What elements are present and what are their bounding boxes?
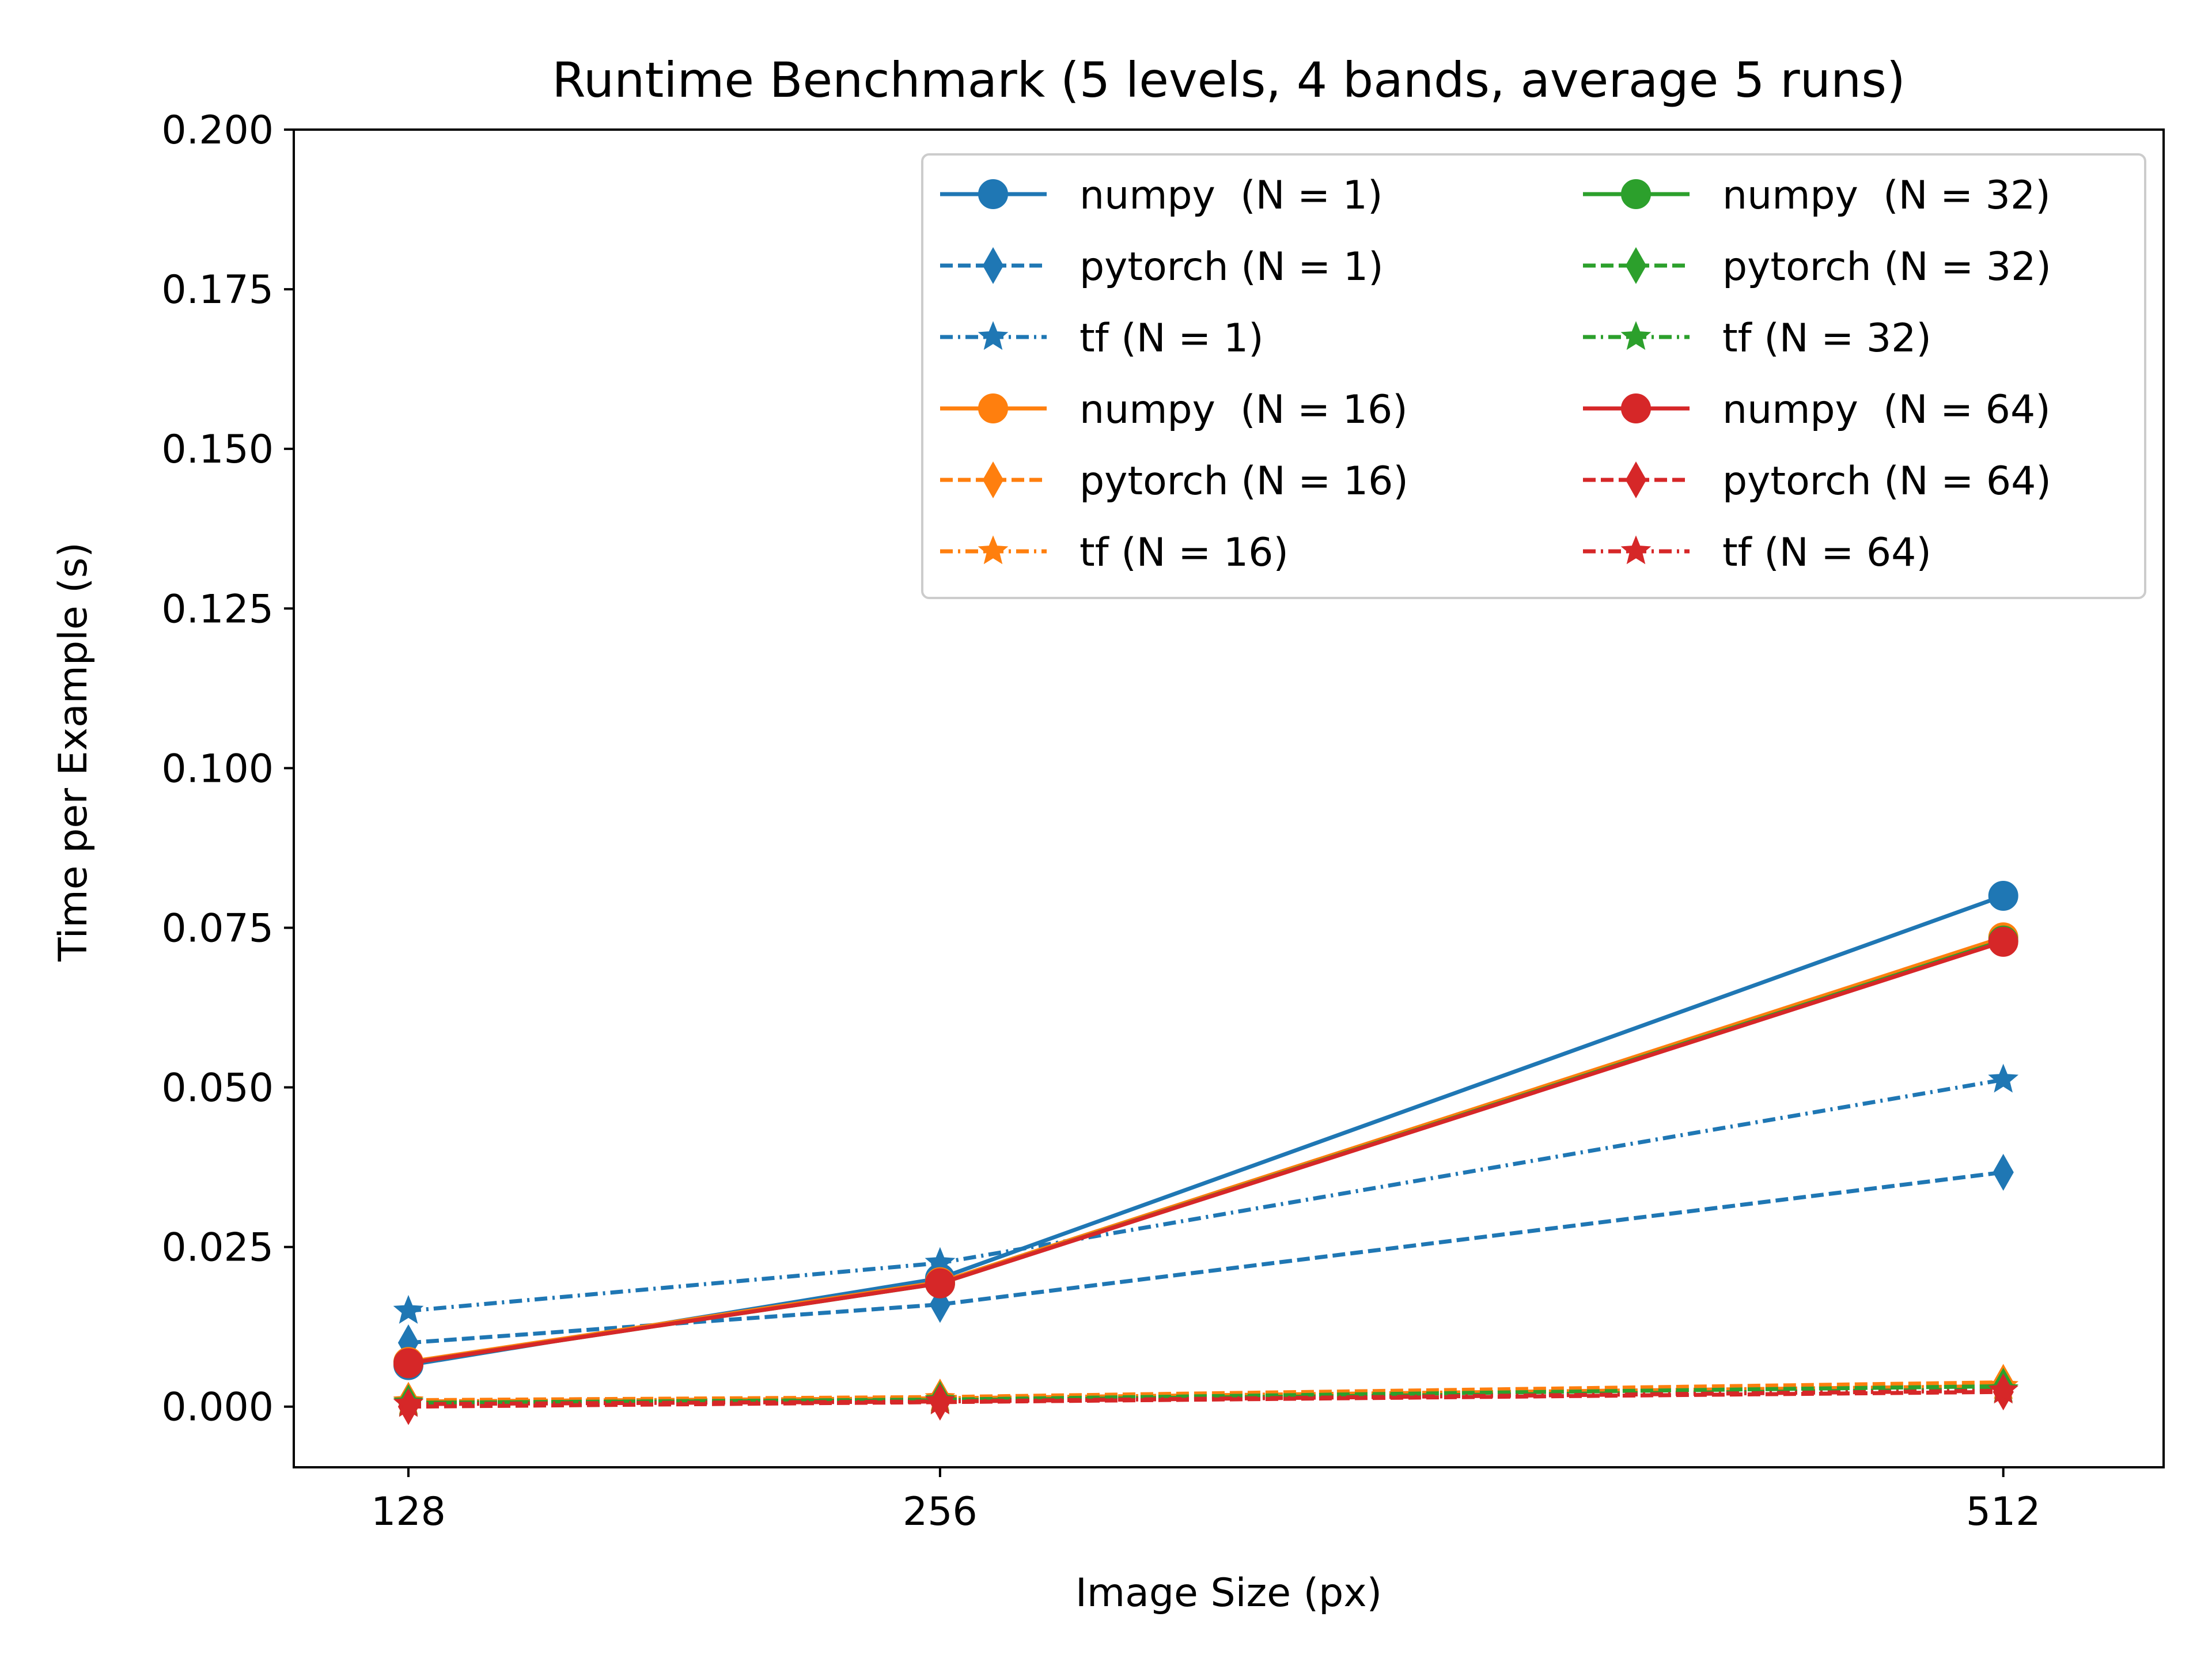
legend-marker-pytorch-n-1 xyxy=(982,247,1004,285)
legend-entry-numpy-n-16: numpy (N = 16) xyxy=(940,387,1408,433)
legend-entry-pytorch-n-32: pytorch (N = 32) xyxy=(1583,244,2051,290)
legend-label: numpy (N = 16) xyxy=(1080,387,1408,433)
legend-entry-tf-n-64: tf (N = 64) xyxy=(1583,530,1931,576)
legend-marker-tf-n-64 xyxy=(1620,535,1652,565)
legend-marker-tf-n-1 xyxy=(978,321,1009,350)
axes: 128 256 512 0.000 0.025 0.050 0.075 0.100 0.125 0… xyxy=(161,108,2165,1535)
legend-marker-numpy-n-32 xyxy=(1621,179,1651,209)
y-tick-label: 0.125 xyxy=(161,586,274,632)
legend-entry-tf-n-32: tf (N = 32) xyxy=(1583,316,1931,361)
legend-label: tf (N = 16) xyxy=(1080,530,1289,576)
series-tf-n-1 xyxy=(393,1063,2019,1324)
x-tick-label: 128 xyxy=(371,1489,446,1535)
legend-marker-tf-n-32 xyxy=(1620,321,1652,350)
legend-entry-numpy-n-32: numpy (N = 32) xyxy=(1583,173,2051,218)
legend-marker-pytorch-n-16 xyxy=(982,461,1004,499)
legend-marker-numpy-n-64 xyxy=(1621,393,1651,423)
series-line-pytorch-n-32 xyxy=(408,1384,2003,1405)
x-tick-label: 256 xyxy=(903,1489,978,1535)
legend-entry-numpy-n-64: numpy (N = 64) xyxy=(1583,387,2051,433)
series-numpy-n-64 xyxy=(393,926,2018,1379)
legend-marker-pytorch-n-32 xyxy=(1625,247,1647,285)
data-point-numpy-n-64-128 xyxy=(393,1348,423,1379)
y-tick-label: 0.025 xyxy=(161,1225,274,1271)
legend-box xyxy=(921,153,2146,599)
legend-label: numpy (N = 64) xyxy=(1722,387,2051,433)
plot-area xyxy=(393,881,2019,1425)
legend-label: pytorch (N = 1) xyxy=(1080,244,1384,290)
legend-label: pytorch (N = 32) xyxy=(1722,244,2051,290)
chart-title: Runtime Benchmark (5 levels, 4 bands, av… xyxy=(552,52,1905,108)
series-line-pytorch-n-16 xyxy=(408,1380,2003,1403)
y-tick-label: 0.175 xyxy=(161,267,274,313)
legend-entry-numpy-n-1: numpy (N = 1) xyxy=(940,173,1382,218)
legend-entry-tf-n-16: tf (N = 16) xyxy=(940,530,1289,576)
legend-marker-tf-n-16 xyxy=(978,535,1009,565)
legend: numpy (N = 1) pytorch (N = 1) tf (N = 1) nu… xyxy=(921,153,2146,599)
legend-marker-pytorch-n-64 xyxy=(1625,461,1647,499)
legend-label: tf (N = 1) xyxy=(1080,316,1264,361)
legend-entry-pytorch-n-1: pytorch (N = 1) xyxy=(940,244,1384,290)
data-point-tf-n-64-128 xyxy=(393,1388,424,1417)
series-line-pytorch-n-64 xyxy=(408,1390,2003,1409)
y-tick-label: 0.200 xyxy=(161,108,274,153)
legend-marker-numpy-n-1 xyxy=(978,179,1008,209)
legend-entry-tf-n-1: tf (N = 1) xyxy=(940,316,1264,361)
legend-entry-pytorch-n-64: pytorch (N = 64) xyxy=(1583,459,2051,504)
data-point-tf-n-64-512 xyxy=(1988,1375,2019,1404)
data-point-pytorch-n-1-512 xyxy=(1993,1153,2014,1191)
data-point-numpy-n-64-512 xyxy=(1988,926,2018,957)
series-tf-n-64 xyxy=(393,1375,2019,1417)
data-point-tf-n-1-128 xyxy=(393,1294,424,1324)
y-tick-label: 0.150 xyxy=(161,427,274,472)
data-point-tf-n-1-512 xyxy=(1988,1063,2019,1093)
y-tick-label: 0.000 xyxy=(161,1385,274,1430)
y-tick-label: 0.075 xyxy=(161,906,274,951)
data-point-numpy-n-64-256 xyxy=(925,1268,955,1298)
legend-marker-numpy-n-16 xyxy=(978,393,1008,423)
data-point-numpy-n-1-512 xyxy=(1988,881,2018,911)
legend-entry-pytorch-n-16: pytorch (N = 16) xyxy=(940,459,1408,504)
legend-label: numpy (N = 1) xyxy=(1080,173,1382,218)
y-tick-label: 0.050 xyxy=(161,1066,274,1111)
legend-label: pytorch (N = 64) xyxy=(1722,459,2051,504)
legend-label: numpy (N = 32) xyxy=(1722,173,2051,218)
y-axis-label: Time per Example (s) xyxy=(51,542,96,962)
x-tick-label: 512 xyxy=(1966,1489,2041,1535)
x-axis-label: Image Size (px) xyxy=(1075,1570,1382,1616)
data-point-tf-n-64-256 xyxy=(925,1385,956,1415)
legend-label: tf (N = 32) xyxy=(1722,316,1931,361)
plot-frame xyxy=(293,128,2165,1468)
y-tick-label: 0.100 xyxy=(161,746,274,792)
legend-label: pytorch (N = 16) xyxy=(1080,459,1408,504)
legend-label: tf (N = 64) xyxy=(1722,530,1931,576)
